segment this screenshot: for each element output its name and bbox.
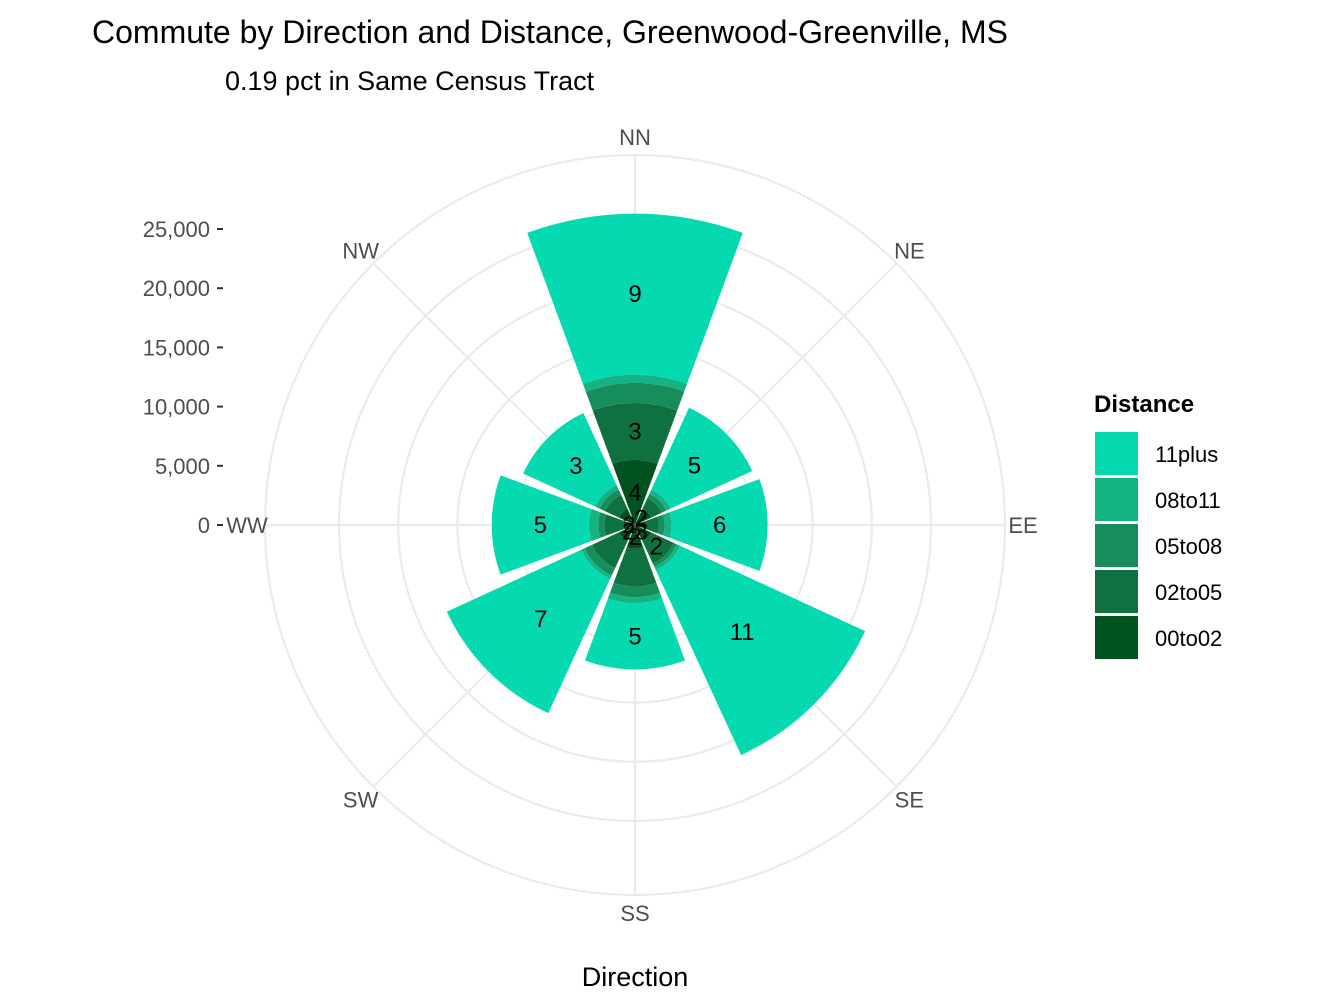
bar-segment-NW-08to11 (595, 485, 619, 509)
bar-segment-EE-00to02 (635, 521, 646, 529)
legend-label-02to05: 02to05 (1155, 580, 1222, 605)
segment-label: 5 (688, 453, 701, 480)
legend-swatch-02to05 (1095, 570, 1138, 613)
segment-label: 6 (713, 512, 726, 539)
direction-label: SW (343, 787, 379, 812)
legend: Distance 11plus 08to11 05to08 02to05 00to02 (1094, 391, 1222, 659)
segment-label: 3 (635, 518, 648, 545)
legend-swatch-05to08 (1095, 524, 1138, 567)
bar-segment-NE-02to05 (642, 498, 662, 518)
direction-label: SS (620, 901, 649, 926)
y-tick-label: 5,000 (155, 454, 210, 479)
bar-segment-NN-08to11 (582, 374, 688, 392)
x-axis-title: Direction (582, 962, 689, 992)
segment-label: 2 (650, 533, 663, 560)
bar-segment-SW-08to11 (581, 548, 612, 579)
bar-segment-SW-02to05 (591, 532, 628, 569)
bar-segment-EE-08to11 (662, 512, 672, 538)
direction-label: NE (894, 239, 925, 264)
bar-segment-SS-05to08 (610, 582, 660, 598)
direction-label: WW (226, 513, 268, 538)
segment-label: 2 (622, 512, 635, 539)
bar-segment-SE-00to02 (635, 525, 652, 542)
bar-segment-SE-05to08 (652, 542, 677, 567)
bar-segment-NW-05to08 (599, 489, 622, 512)
legend-label-00to02: 00to02 (1155, 626, 1222, 651)
bar-segment-WW-02to05 (604, 514, 624, 536)
bar-segment-NW-11plus (523, 413, 617, 507)
bar-segment-WW-05to08 (598, 512, 607, 538)
direction-label: NN (619, 125, 651, 150)
y-tick-label: 25,000 (143, 217, 210, 242)
legend-title: Distance (1094, 391, 1194, 418)
segment-label: 2 (622, 518, 635, 545)
bar-segment-SW-00to02 (618, 525, 635, 542)
segment-label: 3 (628, 418, 641, 445)
y-tick-label: 15,000 (143, 335, 210, 360)
bar-segment-NE-08to11 (649, 489, 671, 511)
bar-segment-SE-08to11 (654, 544, 681, 571)
bar-segment-NE-00to02 (635, 508, 652, 525)
bar-segments (446, 213, 866, 756)
bar-segment-SS-02to05 (613, 547, 657, 587)
segment-label: 2 (628, 524, 641, 551)
legend-swatch-11plus (1095, 432, 1138, 475)
y-tick-label: 0 (198, 513, 210, 538)
segment-label: 4 (628, 479, 641, 506)
direction-labels: NN NE EE SE SS SW WW NW (226, 125, 1037, 926)
bar-segment-SW-05to08 (584, 544, 616, 576)
bar-segment-SS-08to11 (607, 592, 663, 604)
bar-segment-EE-11plus (669, 479, 768, 571)
y-axis: 0 5,000 10,000 15,000 20,000 25,000 (143, 217, 223, 538)
segment-label: 3 (569, 453, 582, 480)
segment-label: 11 (730, 619, 755, 646)
direction-label: NW (342, 239, 379, 264)
bar-segment-NE-11plus (651, 407, 753, 509)
y-tick-label: 20,000 (143, 276, 210, 301)
bar-segment-NN-05to08 (585, 382, 685, 411)
direction-label: EE (1008, 513, 1037, 538)
bar-segment-EE-05to08 (657, 514, 665, 536)
bar-segment-NN-11plus (527, 213, 743, 384)
chart-title: Commute by Direction and Distance, Green… (92, 14, 1008, 50)
legend-swatch-08to11 (1095, 478, 1138, 521)
bar-segment-NN-00to02 (612, 459, 658, 525)
bar-segment-SE-11plus (655, 545, 866, 756)
direction-label: SE (895, 787, 924, 812)
segment-label: 2 (635, 506, 648, 533)
segment-label: 5 (628, 623, 641, 650)
bar-segment-EE-02to05 (644, 516, 659, 534)
legend-swatch-00to02 (1095, 616, 1138, 659)
bar-segment-SS-00to02 (626, 525, 644, 549)
y-tick-label: 10,000 (143, 395, 210, 420)
legend-label-11plus: 11plus (1155, 442, 1218, 467)
bar-segment-WW-11plus (491, 475, 592, 575)
segment-label: 7 (534, 606, 547, 633)
bar-segment-SW-11plus (446, 549, 611, 714)
bar-segment-NN-02to05 (592, 403, 678, 464)
legend-label-05to08: 05to08 (1155, 534, 1222, 559)
chart-subtitle: 0.19 pct in Same Census Tract (225, 66, 595, 96)
legend-label-08to11: 08to11 (1155, 488, 1221, 513)
bar-segment-NE-05to08 (647, 493, 667, 513)
bar-segment-SS-11plus (585, 598, 685, 670)
segment-label: 5 (534, 512, 547, 539)
segment-label: 9 (628, 281, 641, 308)
bar-segment-WW-00to02 (623, 520, 635, 530)
bar-segment-NW-02to05 (604, 494, 628, 518)
bar-segment-SE-02to05 (642, 532, 674, 564)
bar-segment-WW-08to11 (588, 509, 601, 541)
bar-segment-NW-00to02 (618, 508, 635, 525)
